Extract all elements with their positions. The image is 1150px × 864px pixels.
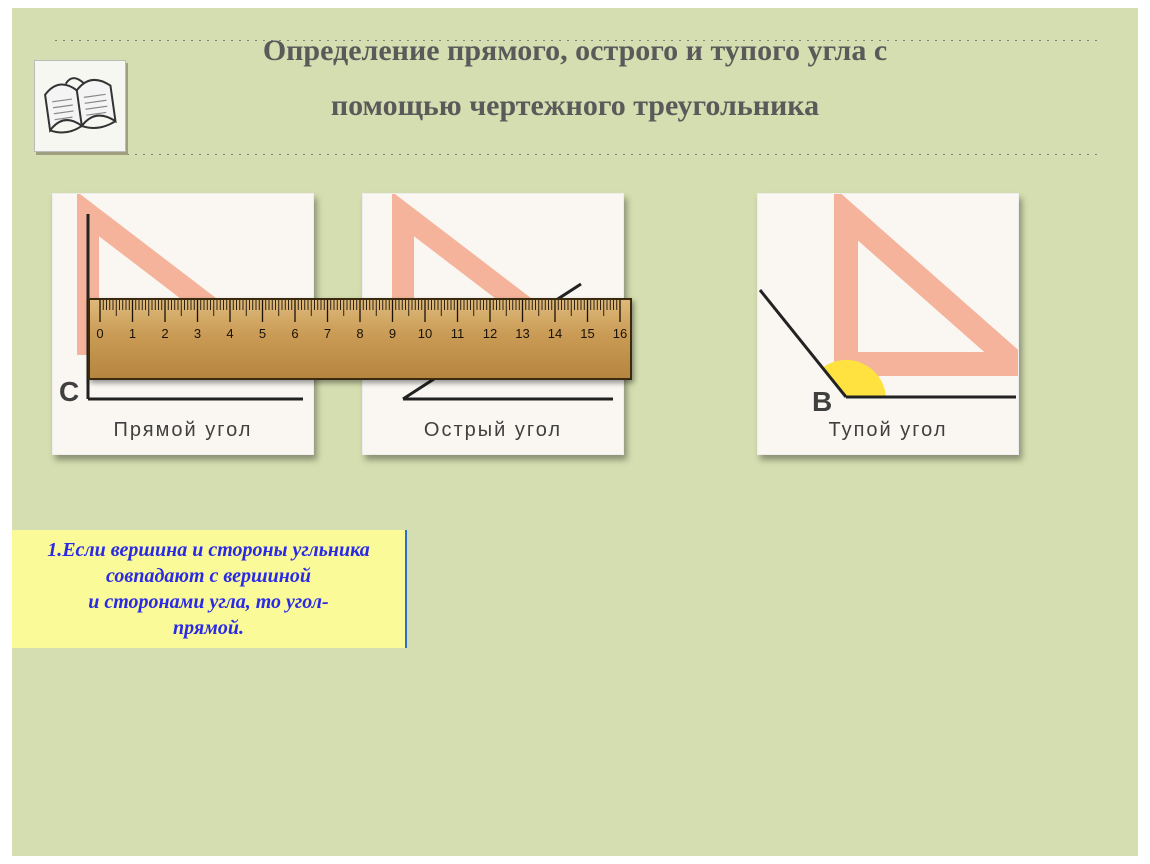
note-text: 1.Если вершина и стороны угльника совпад… <box>47 537 370 641</box>
title-line1: Определение прямого, острого и тупого уг… <box>12 28 1138 75</box>
svg-text:16: 16 <box>613 326 627 341</box>
book-icon <box>34 60 126 152</box>
figure-obtuse-angle <box>758 194 1018 424</box>
svg-text:1: 1 <box>129 326 136 341</box>
svg-text:4: 4 <box>226 326 233 341</box>
vertex-label-c: C <box>59 376 79 408</box>
svg-text:3: 3 <box>194 326 201 341</box>
svg-text:15: 15 <box>580 326 594 341</box>
title-line2: помощью чертежного треугольника <box>12 83 1138 130</box>
ruler: 012345678910111213141516 <box>88 298 632 380</box>
svg-text:2: 2 <box>161 326 168 341</box>
note-line2: совпадают с вершиной <box>106 565 311 587</box>
vertex-label-b: B <box>812 386 832 418</box>
note-box: 1.Если вершина и стороны угльника совпад… <box>12 530 407 648</box>
svg-text:12: 12 <box>483 326 497 341</box>
svg-text:7: 7 <box>324 326 331 341</box>
svg-text:0: 0 <box>96 326 103 341</box>
caption-acute: Острый угол <box>363 419 623 442</box>
note-line4: прямой. <box>173 617 244 639</box>
header-rule-bottom <box>52 154 1098 155</box>
slide: Определение прямого, острого и тупого уг… <box>12 8 1138 856</box>
svg-text:14: 14 <box>548 326 562 341</box>
svg-text:8: 8 <box>356 326 363 341</box>
svg-text:6: 6 <box>291 326 298 341</box>
svg-text:10: 10 <box>418 326 432 341</box>
caption-obtuse: Тупой угол <box>758 419 1018 442</box>
svg-text:13: 13 <box>515 326 529 341</box>
note-line3: и сторонами угла, то угол- <box>88 591 328 613</box>
note-line1: 1.Если вершина и стороны угльника <box>47 539 370 561</box>
svg-text:5: 5 <box>259 326 266 341</box>
title-block: Определение прямого, острого и тупого уг… <box>12 28 1138 129</box>
svg-text:9: 9 <box>389 326 396 341</box>
svg-text:11: 11 <box>451 326 465 341</box>
caption-right: Прямой угол <box>53 419 313 442</box>
card-obtuse-angle: B Тупой угол <box>757 193 1019 455</box>
